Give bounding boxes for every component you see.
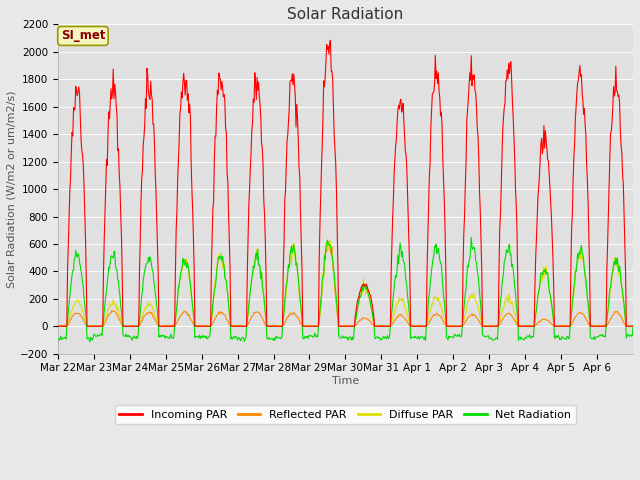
Y-axis label: Solar Radiation (W/m2 or um/m2/s): Solar Radiation (W/m2 or um/m2/s) bbox=[7, 90, 17, 288]
Text: SI_met: SI_met bbox=[61, 29, 105, 42]
X-axis label: Time: Time bbox=[332, 376, 359, 386]
Title: Solar Radiation: Solar Radiation bbox=[287, 7, 404, 22]
Legend: Incoming PAR, Reflected PAR, Diffuse PAR, Net Radiation: Incoming PAR, Reflected PAR, Diffuse PAR… bbox=[115, 405, 576, 424]
